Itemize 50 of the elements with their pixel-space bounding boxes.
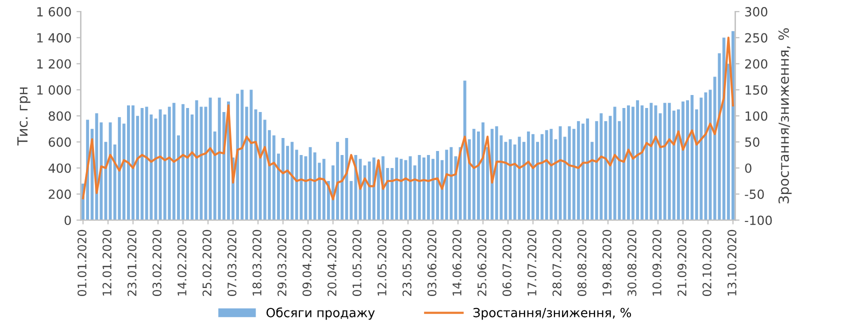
x-tick-label: 19.08.2020 — [602, 230, 612, 296]
x-tick-label: 08.08.2020 — [577, 230, 586, 296]
y2-tick-label: 150 — [746, 85, 768, 95]
y2-tick-label: 100 — [746, 111, 768, 121]
x-tick-label: 10.09.2020 — [652, 230, 662, 296]
y2-tick-label: 0 — [745, 163, 752, 173]
x-tick-label: 06.07.2020 — [502, 230, 512, 296]
y-tick-label: 0 — [64, 216, 71, 226]
x-tick-label: 03.06.2020 — [427, 230, 436, 296]
x-tick-label: 14.02.2020 — [178, 230, 186, 296]
x-tick-label: 23.01.2020 — [128, 230, 136, 296]
x-tick-label: 09.04.2020 — [302, 230, 312, 296]
x-tick-label: 12.01.2020 — [102, 230, 112, 296]
x-tick-label: 02.10.2020 — [702, 230, 712, 296]
legend-label: Обсяги продажу — [266, 307, 375, 320]
x-tick-label: 25.06.2020 — [477, 230, 486, 296]
y-tick-label: 600 — [48, 137, 71, 147]
x-tick-label: 01.05.2020 — [352, 230, 362, 296]
x-tick-label: 07.03.2020 — [228, 230, 236, 296]
legend-label: Зростання/зниження, % — [473, 308, 632, 320]
x-tick-label: 17.07.2020 — [527, 230, 536, 296]
y2-tick-label: 300 — [745, 7, 768, 17]
y-tick-label: 1 000 — [37, 85, 71, 95]
x-tick-label: 12.05.2020 — [377, 230, 386, 296]
x-tick-label: 01.01.2020 — [78, 230, 86, 296]
y2-tick-label: -100 — [744, 216, 772, 226]
x-tick-label: 18.03.2020 — [252, 230, 262, 296]
x-tick-label: 21.09.2020 — [677, 230, 686, 296]
y-tick-label: 1 600 — [37, 7, 71, 17]
y2-tick-label: -50 — [744, 190, 764, 199]
y2-tick-label: 50 — [745, 137, 760, 147]
x-tick-label: 23.05.2020 — [402, 230, 412, 296]
x-tick-label: 14.06.2020 — [452, 230, 462, 296]
y-tick-label: 200 — [48, 190, 71, 199]
x-tick-label: 28.07.2020 — [552, 230, 562, 296]
y-tick-label: 800 — [48, 111, 71, 121]
line-series — [82, 36, 734, 200]
x-tick-label: 30.08.2020 — [627, 230, 636, 296]
y-tick-label: 1 400 — [37, 33, 71, 43]
x-tick-label: 13.10.2020 — [727, 230, 736, 296]
x-tick-label: 29.03.2020 — [278, 230, 286, 296]
y-tick-label: 400 — [48, 163, 71, 173]
y-axis-title: Тис. грн — [17, 88, 30, 146]
y2-tick-label: 200 — [745, 59, 768, 69]
x-tick-label: 20.04.2020 — [328, 230, 336, 296]
y2-tick-label: 250 — [745, 33, 768, 43]
x-tick-label: 03.02.2020 — [152, 230, 162, 296]
x-tick-label: 25.02.2020 — [202, 230, 212, 296]
y2-axis-title: Зростання/зниження, % — [778, 28, 792, 204]
y-tick-label: 1 200 — [37, 59, 71, 69]
